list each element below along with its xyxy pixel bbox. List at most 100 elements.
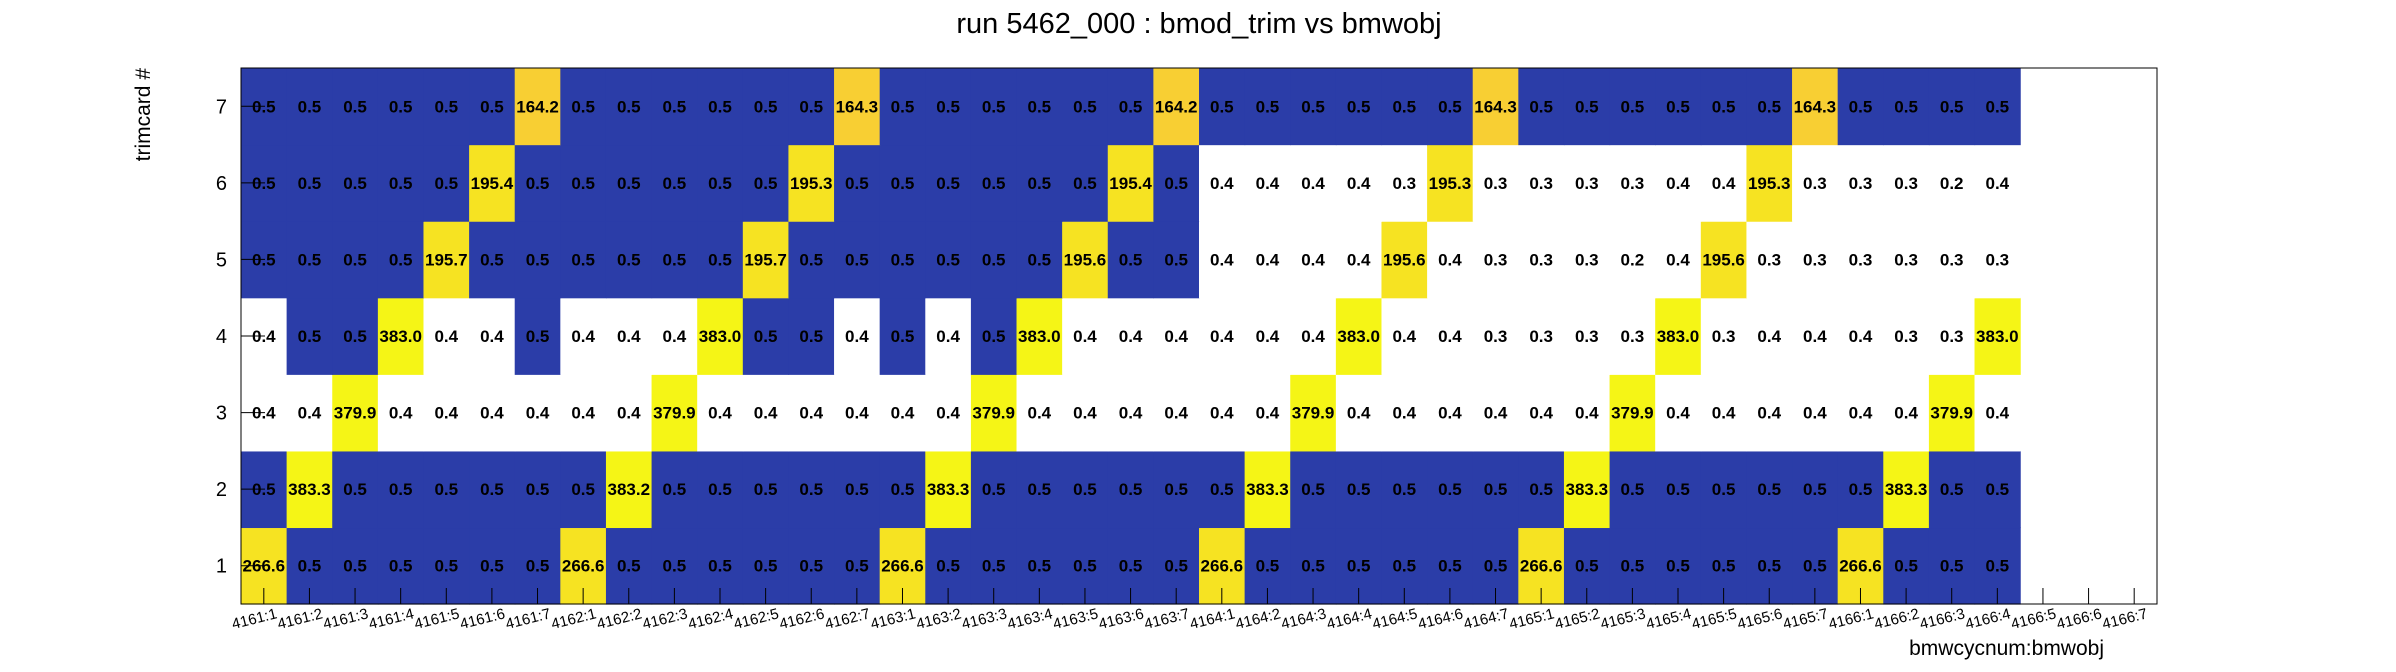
heatmap-cell [834,374,881,452]
x-tick-label: 4162:5 [732,605,781,633]
cell-value-label: 0.3 [1484,327,1508,346]
cell-value-label: 0.5 [434,97,458,116]
heatmap-cell [1928,221,1976,299]
cell-value-label: 0.5 [845,250,869,269]
cell-value-label: 0.5 [663,174,687,193]
cell-value-label: 0.4 [1849,327,1873,346]
cell-value-label: 0.5 [434,174,458,193]
heatmap-cell [1381,144,1428,222]
cell-value-label: 0.5 [571,480,595,499]
y-tick-label: 7 [216,96,227,118]
cell-value-label: 0.5 [526,327,550,346]
cell-value-label: 266.6 [1201,557,1244,576]
cell-value-label: 0.3 [1849,174,1873,193]
cell-value-label: 0.3 [1575,327,1599,346]
cell-value-label: 0.5 [480,557,504,576]
cell-value-label: 0.5 [389,250,413,269]
x-tick-label: 4161:5 [413,605,462,633]
heatmap-cell [1655,221,1702,299]
cell-value-label: 0.5 [891,480,915,499]
heatmap-cell [423,221,470,299]
heatmap-cell [469,374,516,452]
heatmap-cell [1792,221,1839,299]
heatmap-cell [1427,450,1474,529]
heatmap-cell [1746,450,1793,529]
heatmap-cell [879,297,926,375]
heatmap-cell [1427,68,1474,146]
heatmap-cell [1837,374,1884,452]
heatmap-cell [605,68,653,146]
cell-value-label: 0.4 [617,327,641,346]
y-tick-label: 1 [216,556,227,578]
heatmap-cell [925,144,972,222]
cell-value-label: 0.5 [1073,557,1097,576]
heatmap-cell [560,297,607,375]
cell-value-label: 383.3 [1246,480,1289,499]
heatmap-cell [469,68,516,146]
heatmap-cell [1746,374,1793,452]
heatmap-cell [697,297,744,375]
cell-value-label: 0.5 [1210,480,1234,499]
heatmap-cell [1427,144,1474,222]
heatmap-cell [879,68,926,146]
cell-value-label: 0.5 [708,250,732,269]
cell-value-label: 0.5 [1803,480,1827,499]
cell-value-label: 0.4 [1803,327,1827,346]
cell-value-label: 0.5 [1575,557,1599,576]
cell-value-label: 0.5 [891,327,915,346]
heatmap-cell [1974,144,2021,222]
cell-value-label: 0.4 [1210,404,1234,423]
cell-value-label: 0.3 [1621,174,1645,193]
x-tick-label: 4163:4 [1006,605,1055,633]
cell-value-label: 0.5 [936,97,960,116]
heatmap-cell [1062,297,1109,375]
cell-value-label: 383.3 [1885,480,1928,499]
cell-value-label: 0.4 [1073,404,1097,423]
heatmap-cell [1381,450,1428,529]
cell-value-label: 0.5 [480,480,504,499]
heatmap-cell [605,297,653,375]
cell-value-label: 0.5 [343,327,367,346]
cell-value-label: 0.5 [1529,97,1553,116]
cell-value-label: 0.4 [571,327,595,346]
cell-value-label: 0.4 [1119,327,1143,346]
heatmap-cell [1518,68,1565,146]
cell-value-label: 195.6 [1702,250,1745,269]
heatmap-cell [1062,450,1109,529]
cell-value-label: 383.0 [1018,327,1061,346]
heatmap-cell [1837,144,1884,222]
heatmap-cell [1928,144,1976,222]
heatmap-cell [742,144,790,222]
heatmap-cell [1928,297,1976,375]
heatmap-cell [834,68,881,146]
cell-value-label: 379.9 [972,404,1015,423]
heatmap-cell [1107,144,1154,222]
heatmap-cell [1609,374,1656,452]
heatmap-cell [1335,450,1383,529]
heatmap-cell [742,374,790,452]
x-tick-label: 4162:7 [823,605,872,633]
cell-value-label: 0.5 [1940,97,1964,116]
chart-title: run 5462_000 : bmod_trim vs bmwobj [956,8,1441,40]
cell-value-label: 0.5 [1438,97,1462,116]
cell-value-label: 0.5 [1666,480,1690,499]
cell-value-label: 0.3 [1575,174,1599,193]
heatmap-cell [1883,221,1930,299]
cell-value-label: 0.5 [1347,557,1371,576]
heatmap-cell [1107,68,1154,146]
cell-value-label: 0.4 [1803,404,1827,423]
cell-value-label: 0.4 [1392,404,1416,423]
cell-value-label: 0.5 [1119,250,1143,269]
cell-value-label: 0.5 [1529,480,1553,499]
cell-value-label: 0.4 [1757,404,1781,423]
cell-value-label: 0.5 [1164,250,1188,269]
heatmap-cell [925,450,972,529]
cell-value-label: 0.5 [799,97,823,116]
heatmap-cell [377,450,425,529]
cell-value-label: 0.5 [663,557,687,576]
x-tick-label: 4162:1 [549,605,598,633]
cell-value-label: 0.4 [1757,327,1781,346]
heatmap-cell [1974,374,2021,452]
heatmap-cell [514,68,561,146]
cell-value-label: 0.5 [1119,480,1143,499]
